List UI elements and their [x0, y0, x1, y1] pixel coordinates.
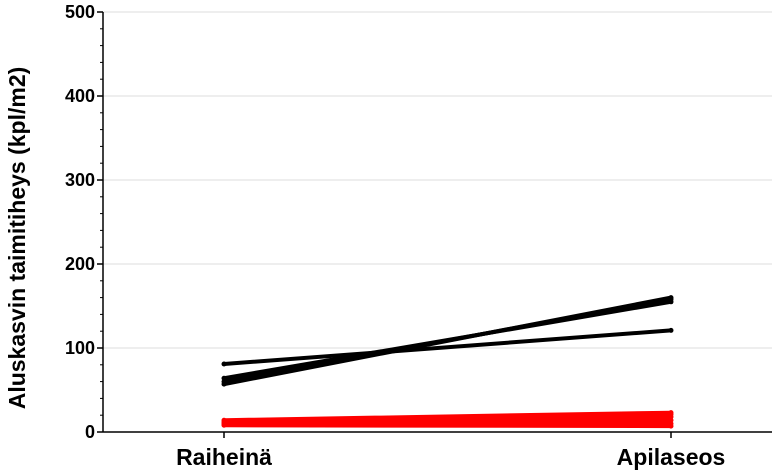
x-tick-label-1: Apilaseos [617, 444, 726, 470]
y-axis-label: Aluskasvin taimitiheys (kpl/m2) [4, 67, 30, 410]
series-line-1 [222, 328, 673, 366]
y-tick-label-500: 500 [65, 2, 95, 22]
data-point [221, 361, 227, 367]
y-tick-label-200: 200 [65, 254, 95, 274]
data-point [221, 422, 227, 428]
axes [97, 11, 772, 438]
y-tick-label-0: 0 [85, 422, 95, 442]
x-tick-label-0: Raiheinä [176, 444, 272, 470]
data-point [668, 327, 674, 333]
y-tick-label-300: 300 [65, 170, 95, 190]
data-point [668, 295, 674, 301]
series-line-10 [222, 423, 673, 429]
series-line-4 [222, 295, 673, 387]
y-tick-label-400: 400 [65, 86, 95, 106]
y-tick-label-100: 100 [65, 338, 95, 358]
data-point [221, 381, 227, 387]
gridlines [103, 11, 772, 349]
tick-labels: 0 100 200 300 400 500 Raiheinä Apilaseos [65, 2, 725, 470]
series-lines [221, 295, 674, 429]
data-point [668, 423, 674, 429]
